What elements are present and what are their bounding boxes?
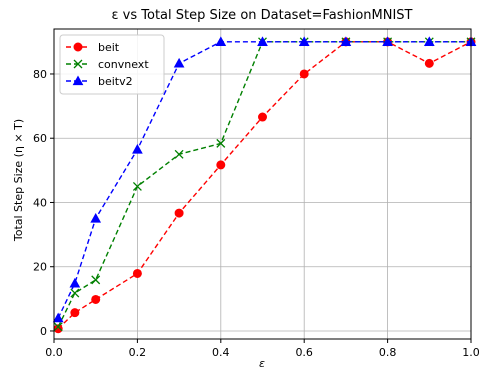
data-point	[340, 36, 352, 46]
x-tick-label: 0.0	[45, 346, 63, 359]
data-point	[132, 143, 143, 154]
data-point	[132, 268, 142, 278]
x-axis: 0.0 0.2 0.4 0.6 0.8 1.0	[45, 339, 480, 359]
data-point	[174, 149, 184, 159]
data-point	[91, 294, 101, 304]
x-tick-label: 0.4	[212, 346, 230, 359]
plot-frame	[53, 28, 472, 340]
data-point	[52, 312, 64, 323]
data-point	[216, 160, 226, 170]
data-point	[91, 275, 101, 285]
data-point	[216, 138, 226, 148]
x-tick-label: 1.0	[462, 346, 480, 359]
data-point	[132, 181, 142, 191]
data-point	[69, 277, 81, 288]
legend-label: beit	[98, 41, 120, 54]
data-point	[90, 213, 102, 223]
y-tick-label: 60	[33, 132, 47, 145]
legend-item-beit: beit	[66, 41, 120, 54]
legend-label: convnext	[98, 58, 149, 71]
data-point	[424, 58, 434, 68]
y-axis: 0 20 40 60 80	[33, 68, 54, 338]
y-tick-label: 20	[33, 261, 47, 274]
data-point	[174, 208, 184, 218]
data-point	[70, 308, 80, 318]
data-point	[53, 322, 63, 332]
x-tick-label: 0.2	[129, 346, 147, 359]
data-point	[257, 36, 268, 46]
data-point	[258, 112, 267, 122]
x-tick-label: 0.6	[295, 346, 313, 359]
data-point	[215, 36, 227, 46]
legend: beit convnext beitv2	[59, 34, 165, 95]
y-tick-label: 40	[33, 196, 47, 209]
legend-marker	[73, 42, 83, 52]
x-tick-label: 0.8	[379, 346, 397, 359]
data-point	[299, 69, 309, 79]
data-point	[70, 288, 80, 298]
data-point	[382, 36, 393, 46]
y-tick-label: 80	[33, 68, 47, 81]
y-axis-label: Total Step Size (η × T)	[12, 119, 25, 242]
data-point	[298, 36, 310, 46]
legend-item-convnext: convnext	[66, 58, 149, 71]
x-axis-label: ε	[259, 357, 265, 370]
data-point	[173, 57, 185, 68]
y-tick-label: 0	[40, 325, 47, 338]
legend-marker	[72, 75, 84, 86]
legend-label: beitv2	[98, 75, 133, 88]
legend-item-beitv2: beitv2	[66, 75, 133, 88]
chart-title: ε vs Total Step Size on Dataset=FashionM…	[112, 8, 413, 23]
legend-marker	[73, 59, 83, 69]
series-line	[57, 41, 471, 328]
data-point	[423, 36, 435, 46]
legend-box	[59, 34, 165, 95]
